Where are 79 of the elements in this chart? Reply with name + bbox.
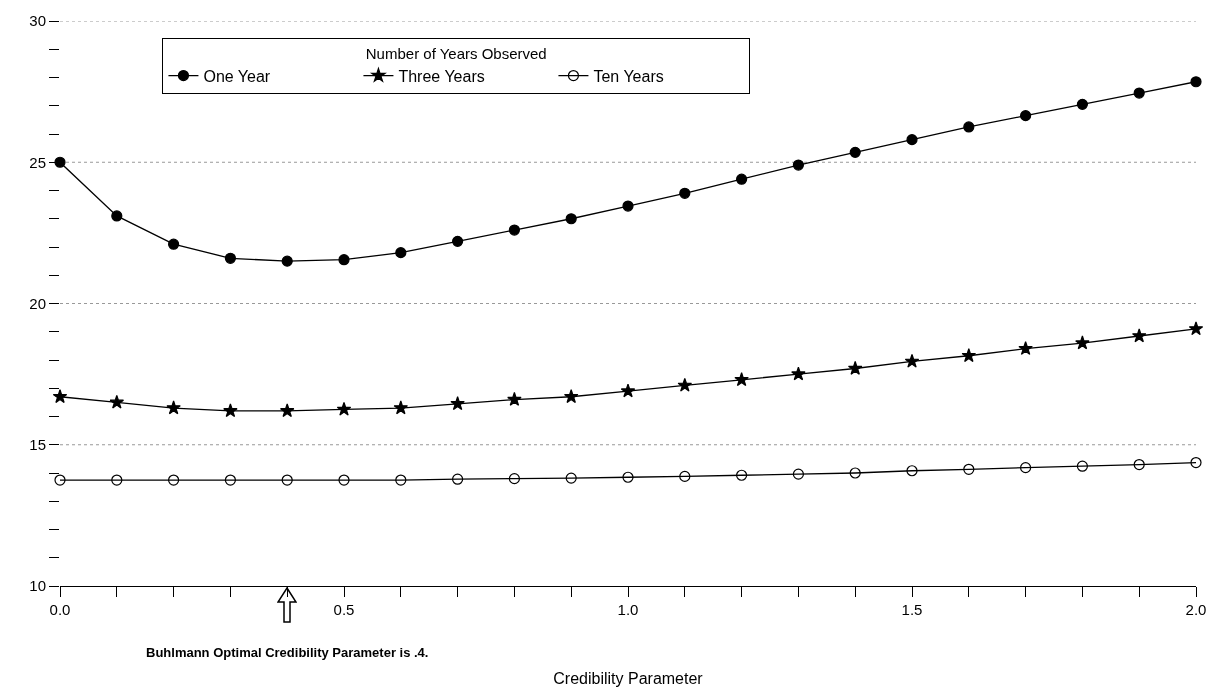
point — [736, 469, 748, 481]
point — [281, 474, 293, 486]
point — [563, 389, 579, 403]
point — [507, 391, 522, 406]
point — [223, 403, 238, 418]
point — [224, 252, 236, 264]
point — [622, 471, 634, 483]
point — [565, 472, 577, 484]
point — [906, 465, 918, 477]
point — [622, 200, 634, 212]
y-tick-label: 20 — [29, 294, 46, 312]
point — [849, 146, 861, 158]
point — [565, 213, 577, 225]
point — [452, 473, 464, 485]
legend-label: Ten Years — [593, 67, 664, 85]
point — [1076, 98, 1088, 110]
point — [54, 156, 66, 168]
point — [508, 224, 520, 236]
point — [111, 210, 123, 222]
point — [792, 468, 804, 480]
point — [963, 463, 975, 475]
point — [736, 173, 748, 185]
x-tick-label: 2.0 — [1185, 601, 1207, 619]
point — [1133, 87, 1145, 99]
point — [281, 255, 293, 267]
y-tick-label: 30 — [29, 12, 46, 30]
y-tick-label: 15 — [29, 436, 46, 453]
legend-label: Three Years — [398, 67, 485, 85]
point — [279, 403, 295, 418]
point — [395, 474, 407, 486]
point — [792, 159, 804, 171]
point — [734, 372, 749, 387]
point — [168, 238, 180, 250]
point — [52, 389, 68, 403]
x-tick-label: 0.0 — [49, 601, 71, 619]
point — [677, 377, 693, 392]
legend-title: Number of Years Observed — [365, 44, 547, 62]
point — [1131, 328, 1147, 343]
point — [1076, 460, 1088, 472]
point — [168, 474, 180, 486]
x-tick-label: 0.5 — [333, 601, 355, 619]
point — [847, 360, 863, 375]
point — [395, 247, 407, 259]
point — [450, 396, 465, 411]
point — [679, 470, 691, 482]
point — [452, 235, 464, 247]
point — [849, 467, 861, 479]
x-tick-label: 1.5 — [901, 601, 923, 619]
point — [1133, 458, 1145, 471]
point — [1188, 321, 1204, 336]
point — [679, 187, 691, 199]
point — [393, 400, 409, 415]
y-tick-label: 25 — [29, 153, 46, 171]
point — [904, 353, 920, 368]
point — [791, 366, 806, 381]
point — [336, 401, 352, 416]
point — [1190, 456, 1202, 469]
point — [1020, 462, 1032, 474]
legend-label: One Year — [203, 67, 271, 85]
point — [508, 473, 520, 485]
point — [338, 254, 350, 266]
point — [1020, 110, 1032, 122]
point — [906, 134, 918, 146]
point — [961, 348, 977, 363]
text: Buhlmann Optimal Credibility Parameter is .4. — [146, 645, 429, 660]
point — [111, 474, 123, 486]
point — [1190, 76, 1202, 88]
x-tick-label: 1.0 — [617, 601, 639, 619]
point — [1018, 341, 1033, 355]
point — [166, 400, 181, 415]
point — [109, 394, 125, 409]
point — [620, 383, 636, 398]
point — [963, 121, 975, 133]
point — [224, 474, 236, 486]
point — [338, 474, 350, 486]
y-tick-label: 10 — [29, 577, 46, 595]
x-axis-title: Credibility Parameter — [553, 669, 704, 687]
point — [54, 474, 66, 486]
point — [1075, 335, 1090, 350]
